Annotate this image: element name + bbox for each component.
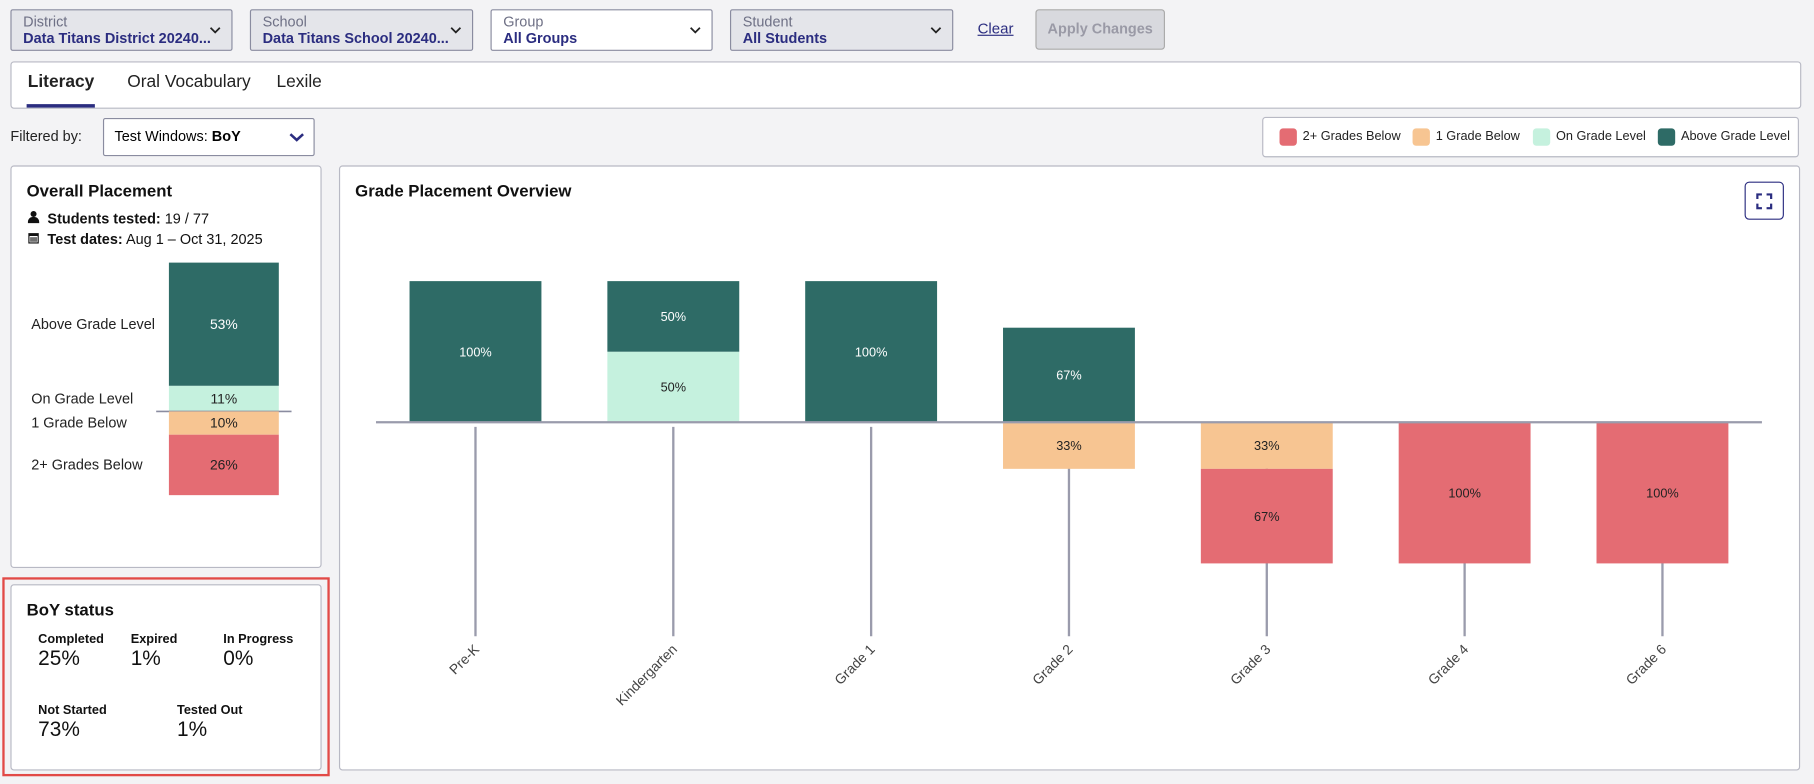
students-tested: Students tested: 19 / 77 [47, 211, 209, 227]
legend: 2+ Grades Below 1 Grade Below On Grade Lev… [1262, 116, 1799, 158]
chevron [690, 27, 701, 34]
apply-button[interactable]: Apply Changes [1035, 9, 1165, 50]
test-window-select[interactable]: Test Windows: BoY [102, 118, 315, 157]
status-value: 0% [223, 646, 254, 670]
status-value: 25% [38, 646, 80, 670]
legend-label: On Grade Level [1556, 129, 1646, 144]
status-label: Expired [130, 632, 178, 647]
value: All Groups [503, 30, 578, 47]
value: 19 / 77 [164, 210, 209, 227]
label: Students tested: [47, 210, 161, 227]
tab-underline [26, 104, 95, 108]
tab[interactable]: Literacy [27, 71, 95, 92]
status-label: Completed [38, 632, 104, 647]
legend-swatch [1532, 128, 1551, 146]
label: Group [503, 13, 544, 31]
tab[interactable]: Oral Vocabulary [127, 71, 251, 92]
legend-label: Above Grade Level [1680, 129, 1790, 144]
label: School [262, 13, 307, 31]
value: Aug 1 – Oct 31, 2025 [125, 231, 263, 248]
highlight [2, 577, 330, 777]
tab-bar: Literacy Oral Vocabulary Lexile [10, 61, 1802, 109]
person-icon [27, 211, 40, 224]
value: All Students [742, 30, 828, 47]
chevron [289, 133, 304, 142]
status-panel: BoY status Completed 25% Expired 1% In P… [10, 584, 322, 771]
status-label: In Progress [223, 632, 294, 647]
value: BoY [211, 128, 241, 145]
expand-icon [1756, 193, 1773, 210]
chevron [209, 27, 221, 34]
overall-placement-panel: Overall Placement Students tested: 19 / … [10, 165, 322, 569]
chevron [930, 27, 942, 34]
prefix: Test Windows: [114, 128, 208, 145]
district-select[interactable]: District Data Titans District 20240... [10, 9, 233, 51]
filter-label: Filtered by: [10, 128, 82, 145]
legend-swatch [1657, 128, 1676, 146]
legend-swatch [1279, 128, 1297, 146]
label: District [23, 13, 68, 31]
legend-label: 2+ Grades Below [1302, 129, 1401, 144]
calendar-icon [28, 233, 39, 244]
status-value: 1% [177, 717, 208, 741]
legend-label: 1 Grade Below [1435, 129, 1520, 144]
tab[interactable]: Lexile [276, 71, 322, 92]
status-value: 73% [38, 717, 80, 741]
value: Data Titans School 20240... [262, 30, 449, 47]
student-select[interactable]: Student All Students [729, 9, 954, 51]
value: Data Titans District 20240... [23, 30, 211, 47]
test-dates: Test dates: Aug 1 – Oct 31, 2025 [47, 231, 262, 247]
chevron [450, 27, 462, 34]
fullscreen-button[interactable] [1744, 181, 1784, 220]
panel-title: Overall Placement [26, 182, 173, 202]
legend-swatch [1412, 128, 1430, 146]
grade-placement-panel: Grade Placement Overview [338, 165, 1801, 771]
school-select[interactable]: School Data Titans School 20240... [249, 9, 474, 51]
panel-title: BoY status [26, 601, 114, 621]
status-label: Tested Out [177, 703, 243, 718]
label: Student [742, 13, 793, 31]
clear-link[interactable]: Clear [977, 19, 1014, 38]
status-value: 1% [130, 646, 161, 670]
group-select[interactable]: Group All Groups [490, 9, 713, 51]
status-label: Not Started [38, 703, 107, 718]
panel-title: Grade Placement Overview [355, 182, 572, 202]
label: Test dates: [47, 231, 123, 248]
